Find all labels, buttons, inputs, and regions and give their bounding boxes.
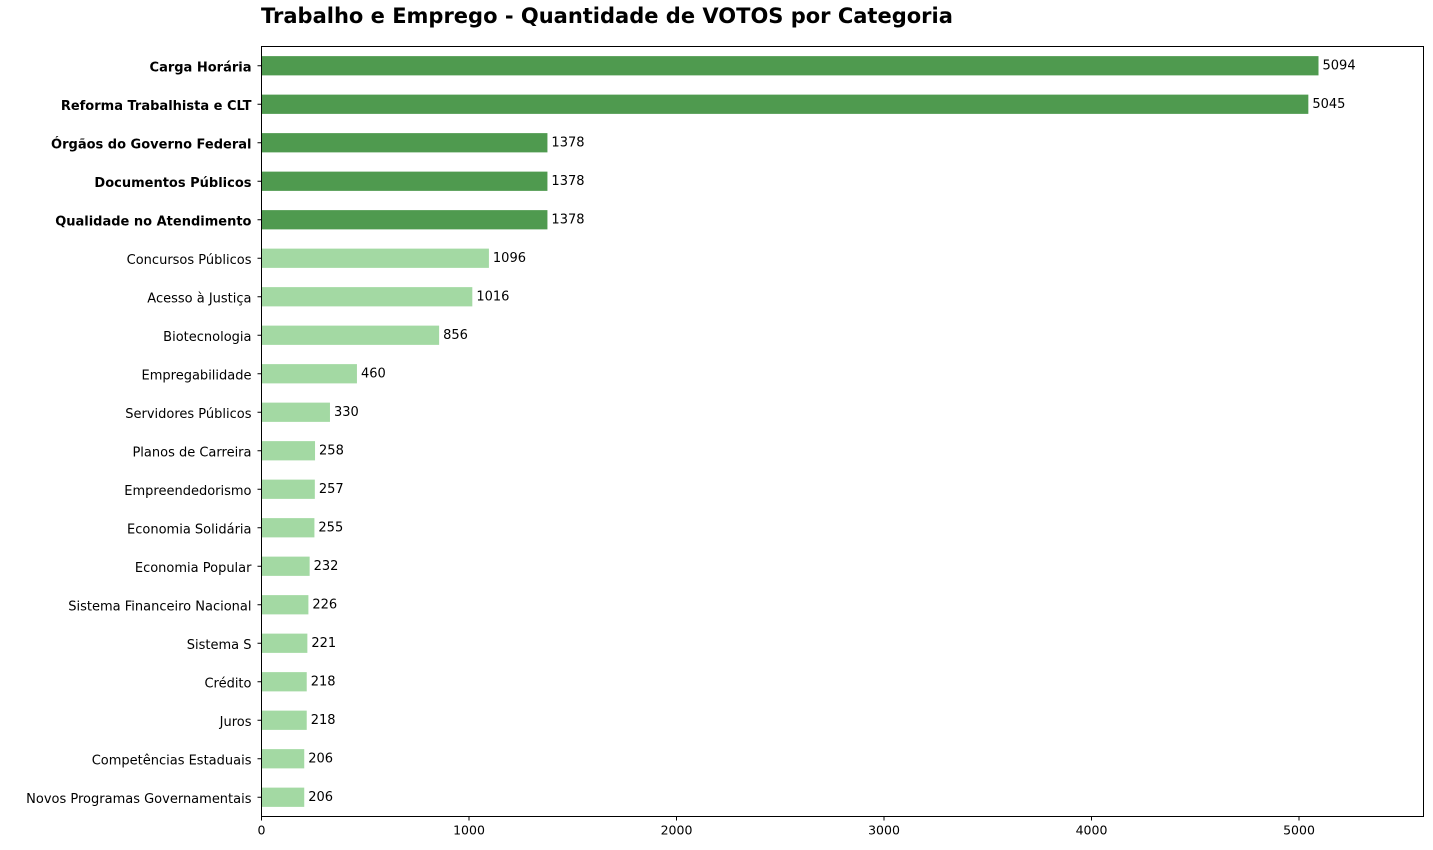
bar xyxy=(261,595,309,615)
bar xyxy=(261,402,330,422)
bars-group xyxy=(261,56,1319,807)
data-label: 1016 xyxy=(476,289,509,304)
data-label: 330 xyxy=(334,405,359,420)
data-label: 856 xyxy=(443,328,468,343)
bar xyxy=(261,210,548,230)
category-label: Juros xyxy=(219,715,252,730)
data-label: 5045 xyxy=(1312,97,1345,112)
bar xyxy=(261,787,305,807)
x-tick-label: 5000 xyxy=(1283,823,1315,838)
bar xyxy=(261,633,308,653)
bar xyxy=(261,248,489,268)
data-label: 221 xyxy=(311,636,336,651)
category-label: Economia Solidária xyxy=(127,522,251,537)
category-label: Acesso à Justiça xyxy=(147,291,251,306)
data-label: 255 xyxy=(318,520,343,535)
category-labels-group: Carga Horária Reforma Trabalhista e CLT Ór… xyxy=(26,60,262,807)
data-label: 1378 xyxy=(551,212,584,227)
value-labels-group: 5094 5045 1378 1378 1378 1096 1016 856 460 330 258… xyxy=(308,58,1355,805)
data-label: 460 xyxy=(361,366,386,381)
category-label: Economia Popular xyxy=(135,561,252,576)
category-label: Empreendedorismo xyxy=(124,484,251,499)
category-label: Servidores Públicos xyxy=(125,407,251,422)
bar xyxy=(261,287,473,307)
x-tick-label: 1000 xyxy=(453,823,485,838)
category-label: Carga Horária xyxy=(150,60,252,75)
category-label: Sistema Financeiro Nacional xyxy=(68,599,251,614)
category-label: Competências Estaduais xyxy=(92,753,252,768)
data-label: 218 xyxy=(311,674,336,689)
data-label: 257 xyxy=(319,482,344,497)
category-label: Biotecnologia xyxy=(163,330,251,345)
bar xyxy=(261,325,440,345)
category-label: Documentos Públicos xyxy=(94,176,251,191)
bar xyxy=(261,749,305,769)
data-label: 206 xyxy=(308,751,333,766)
bar xyxy=(261,710,307,730)
data-label: 206 xyxy=(308,790,333,805)
x-axis: 0 1000 2000 3000 4000 5000 xyxy=(258,816,1315,838)
bar xyxy=(261,94,1309,114)
data-label: 258 xyxy=(319,443,344,458)
x-tick-label: 2000 xyxy=(661,823,693,838)
chart-title: Trabalho e Emprego - Quantidade de VOTOS… xyxy=(261,4,953,28)
x-tick-label: 4000 xyxy=(1076,823,1108,838)
bar xyxy=(261,479,315,499)
bar xyxy=(261,441,316,461)
x-tick-label: 0 xyxy=(258,823,266,838)
category-label: Concursos Públicos xyxy=(127,253,252,268)
data-label: 232 xyxy=(314,559,339,574)
bar xyxy=(261,672,307,692)
data-label: 1378 xyxy=(551,174,584,189)
data-label: 5094 xyxy=(1323,58,1356,73)
data-label: 218 xyxy=(311,713,336,728)
data-label: 1096 xyxy=(493,251,526,266)
bar xyxy=(261,56,1319,76)
data-label: 226 xyxy=(312,597,337,612)
category-label: Planos de Carreira xyxy=(132,445,251,460)
category-label: Órgãos do Governo Federal xyxy=(51,136,251,152)
x-tick-label: 3000 xyxy=(868,823,900,838)
data-label: 1378 xyxy=(551,135,584,150)
bar xyxy=(261,133,548,153)
category-label: Novos Programas Governamentais xyxy=(26,792,252,807)
plot-frame xyxy=(261,46,1424,817)
bar xyxy=(261,364,357,384)
category-label: Qualidade no Atendimento xyxy=(55,214,251,229)
bar xyxy=(261,556,310,576)
category-label: Empregabilidade xyxy=(142,368,252,383)
bar xyxy=(261,171,548,191)
bar xyxy=(261,518,315,538)
category-label: Sistema S xyxy=(187,638,252,653)
category-label: Crédito xyxy=(204,676,251,691)
category-label: Reforma Trabalhista e CLT xyxy=(61,99,252,114)
